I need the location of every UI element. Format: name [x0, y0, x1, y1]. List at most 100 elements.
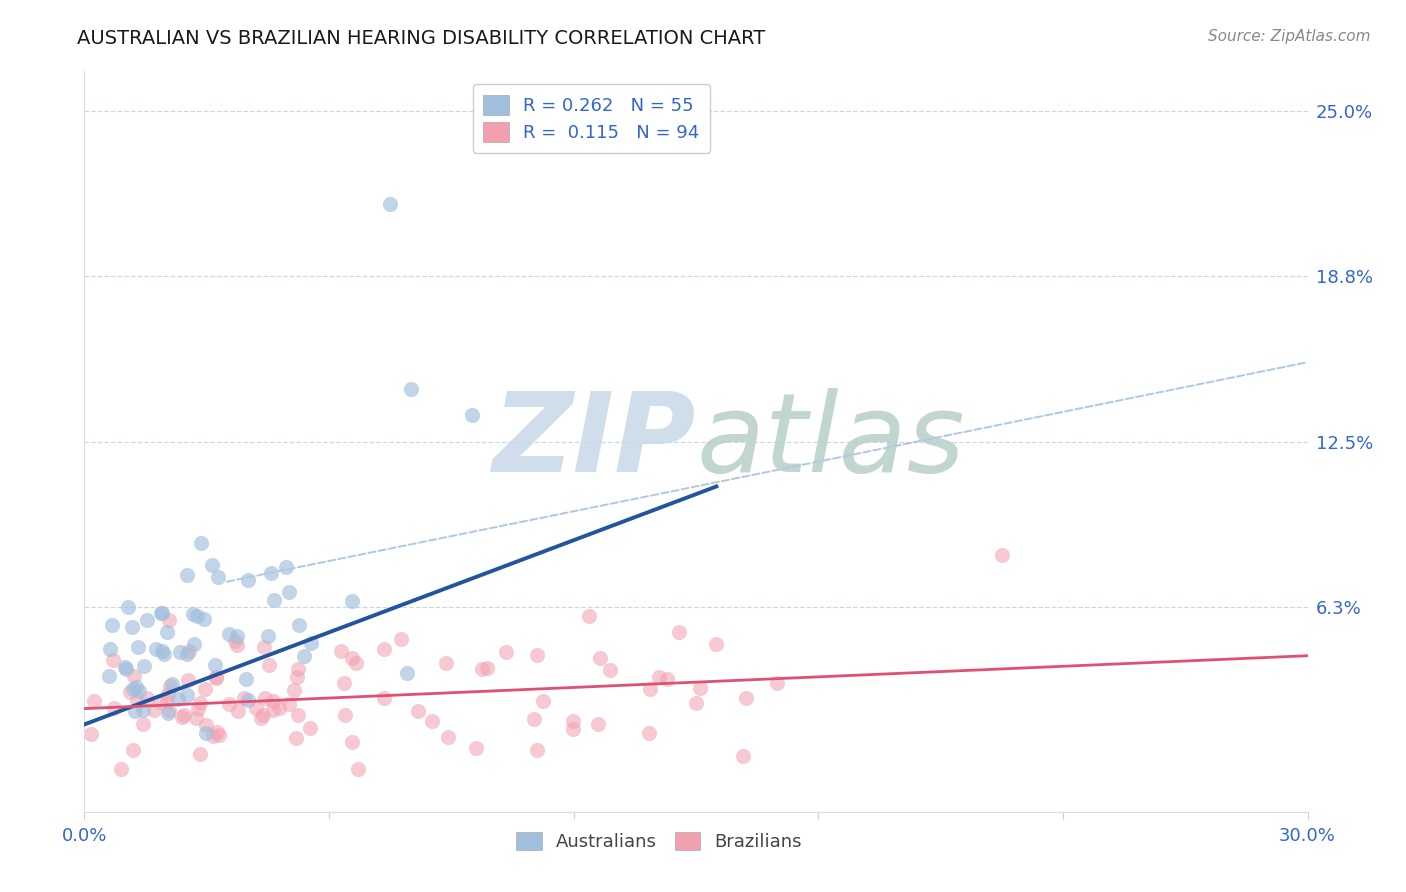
Point: [122, 669, 145, 683]
Point: [131, 717, 153, 731]
Point: [531, 694, 554, 708]
Point: [526, 743, 548, 757]
Point: [188, 696, 211, 710]
Point: [586, 717, 609, 731]
Point: [121, 620, 143, 634]
Point: [589, 650, 612, 665]
Point: [150, 607, 173, 621]
Point: [638, 681, 661, 696]
Point: [991, 548, 1014, 562]
Point: [344, 657, 367, 671]
Point: [395, 666, 418, 681]
Point: [136, 690, 159, 705]
Point: [434, 657, 457, 671]
Point: [299, 635, 322, 649]
Point: [330, 643, 353, 657]
Point: [225, 629, 247, 643]
Point: [599, 663, 621, 677]
Point: [689, 681, 711, 695]
Point: [150, 606, 173, 620]
Point: [347, 763, 370, 777]
Point: [125, 680, 148, 694]
Point: [124, 704, 146, 718]
Point: [257, 658, 280, 673]
Point: [578, 609, 600, 624]
Point: [263, 593, 285, 607]
Point: [207, 570, 229, 584]
Point: [205, 670, 228, 684]
Point: [238, 693, 260, 707]
Point: [561, 714, 583, 728]
Point: [299, 721, 322, 735]
Point: [117, 600, 139, 615]
Point: [526, 648, 548, 662]
Point: [127, 693, 149, 707]
Point: [176, 567, 198, 582]
Point: [156, 688, 179, 702]
Text: AUSTRALIAN VS BRAZILIAN HEARING DISABILITY CORRELATION CHART: AUSTRALIAN VS BRAZILIAN HEARING DISABILI…: [77, 29, 766, 47]
Point: [132, 703, 155, 717]
Point: [115, 662, 138, 676]
Point: [267, 700, 290, 714]
Point: [668, 625, 690, 640]
Point: [287, 663, 309, 677]
Point: [121, 742, 143, 756]
Point: [201, 729, 224, 743]
Point: [195, 726, 218, 740]
Point: [436, 730, 458, 744]
Point: [101, 618, 124, 632]
Point: [172, 710, 194, 724]
Point: [150, 644, 173, 658]
Point: [561, 722, 583, 736]
Point: [408, 704, 430, 718]
Point: [283, 683, 305, 698]
Point: [183, 636, 205, 650]
Text: ZIP: ZIP: [492, 388, 696, 495]
Point: [127, 640, 149, 654]
Point: [218, 698, 240, 712]
Point: [236, 574, 259, 588]
Point: [287, 708, 309, 723]
Point: [253, 640, 276, 654]
Point: [228, 704, 250, 718]
Point: [103, 700, 125, 714]
Point: [169, 644, 191, 658]
Point: [205, 671, 228, 685]
Point: [177, 673, 200, 688]
Point: [332, 676, 354, 690]
Point: [98, 641, 121, 656]
Point: [250, 711, 273, 725]
Point: [80, 727, 103, 741]
Point: [194, 681, 217, 696]
Point: [132, 658, 155, 673]
Point: [655, 672, 678, 686]
Point: [475, 661, 498, 675]
Point: [201, 558, 224, 573]
Point: [114, 659, 136, 673]
Point: [160, 677, 183, 691]
Point: [235, 673, 257, 687]
Point: [177, 644, 200, 658]
Point: [156, 624, 179, 639]
Point: [157, 702, 180, 716]
Point: [224, 634, 246, 648]
Point: [734, 690, 756, 705]
Text: atlas: atlas: [696, 388, 965, 495]
Point: [110, 763, 132, 777]
Point: [245, 701, 267, 715]
Point: [253, 690, 276, 705]
Point: [188, 747, 211, 762]
Point: [208, 728, 231, 742]
Text: Source: ZipAtlas.com: Source: ZipAtlas.com: [1208, 29, 1371, 44]
Point: [704, 637, 727, 651]
Point: [399, 382, 422, 396]
Point: [226, 638, 249, 652]
Point: [373, 642, 395, 657]
Point: [195, 718, 218, 732]
Point: [373, 691, 395, 706]
Point: [101, 653, 124, 667]
Point: [731, 748, 754, 763]
Point: [145, 642, 167, 657]
Point: [380, 196, 402, 211]
Point: [181, 607, 204, 622]
